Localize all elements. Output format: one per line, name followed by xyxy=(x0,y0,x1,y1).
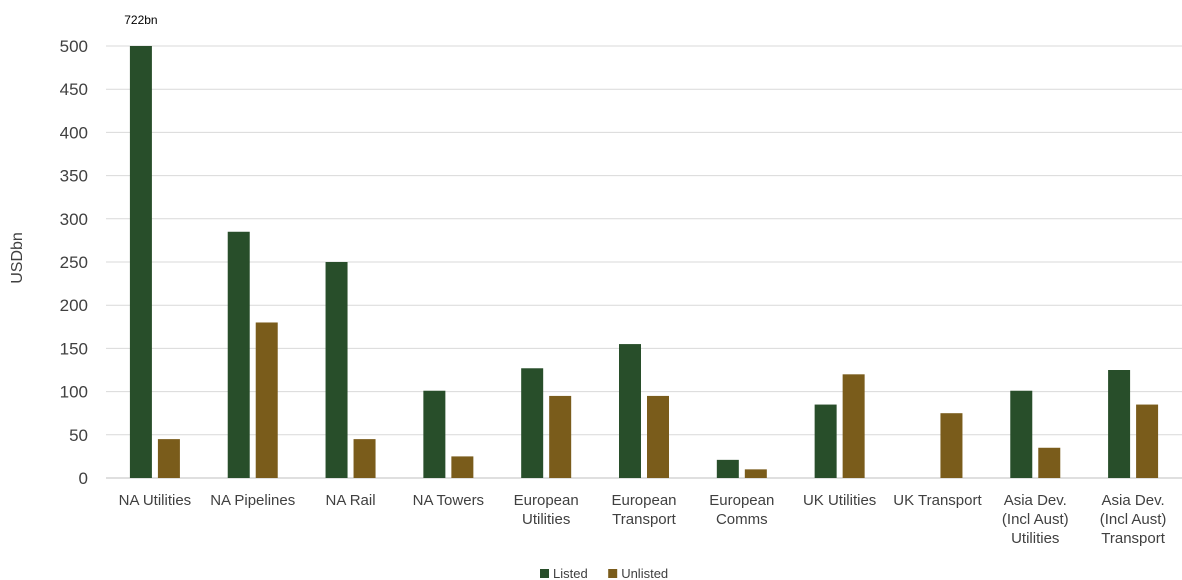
x-tick-label: NA Towers xyxy=(413,492,484,509)
x-tick-label: NA Pipelines xyxy=(210,492,295,509)
bar-unlisted xyxy=(744,469,767,478)
bar-unlisted xyxy=(1038,447,1061,478)
legend: Listed Unlisted xyxy=(540,566,668,580)
bar-unlisted xyxy=(940,413,963,478)
y-axis-label: USDbn xyxy=(9,232,26,284)
y-tick-label: 100 xyxy=(60,383,88,402)
bar-listed xyxy=(227,231,250,478)
x-tick-label: European Transport xyxy=(611,492,676,528)
bar-listed xyxy=(1010,390,1033,478)
bar-unlisted xyxy=(842,374,865,478)
y-axis-ticks: 0 50 100 150 200 250 300 350 400 450 500 xyxy=(60,37,88,488)
bar-listed xyxy=(1108,370,1131,478)
bar-listed xyxy=(619,344,641,478)
bar-unlisted xyxy=(157,439,180,478)
legend-swatch xyxy=(540,569,549,578)
y-tick-label: 150 xyxy=(60,339,88,358)
x-tick-label: European Comms xyxy=(709,492,774,528)
x-tick-label: European Utilities xyxy=(514,492,579,528)
legend-label: Listed xyxy=(553,566,588,580)
x-axis-categories: NA Utilities NA Pipelines NA Rail NA Towers… xyxy=(119,492,1167,547)
x-tick-label: NA Utilities xyxy=(119,492,192,509)
bar-unlisted xyxy=(255,322,278,478)
x-tick-label: UK Utilities xyxy=(803,492,876,509)
y-tick-label: 450 xyxy=(60,80,88,99)
bar-listed xyxy=(423,390,446,478)
bar-unlisted xyxy=(549,395,572,478)
bar-unlisted xyxy=(647,395,669,478)
y-tick-label: 400 xyxy=(60,123,88,142)
bar-listed xyxy=(129,46,152,478)
data-label: 722bn xyxy=(124,13,157,27)
y-tick-label: 50 xyxy=(69,426,88,445)
bar-listed xyxy=(716,459,739,478)
x-tick-label: Asia Dev. (Incl Aust) Transport xyxy=(1100,492,1167,547)
y-tick-label: 300 xyxy=(60,210,88,229)
legend-swatch xyxy=(608,569,618,578)
bar-unlisted xyxy=(451,456,474,478)
bar-listed xyxy=(521,368,544,478)
bar-unlisted xyxy=(1136,404,1159,478)
bar-listed xyxy=(325,262,348,478)
annotations: 722bn xyxy=(124,13,157,27)
y-tick-label: 200 xyxy=(60,296,88,315)
y-tick-label: 500 xyxy=(60,37,88,56)
gridlines xyxy=(106,45,1182,479)
x-tick-label: UK Transport xyxy=(893,492,982,509)
legend-label: Unlisted xyxy=(621,566,668,580)
x-tick-label: NA Rail xyxy=(326,492,376,509)
bars xyxy=(129,46,1159,478)
bar-listed xyxy=(814,404,837,478)
y-tick-label: 350 xyxy=(60,167,88,186)
y-tick-label: 0 xyxy=(79,469,88,488)
x-tick-label: Asia Dev. (Incl Aust) Utilities xyxy=(1002,492,1069,547)
y-tick-label: 250 xyxy=(60,253,88,272)
bar-unlisted xyxy=(353,439,376,478)
